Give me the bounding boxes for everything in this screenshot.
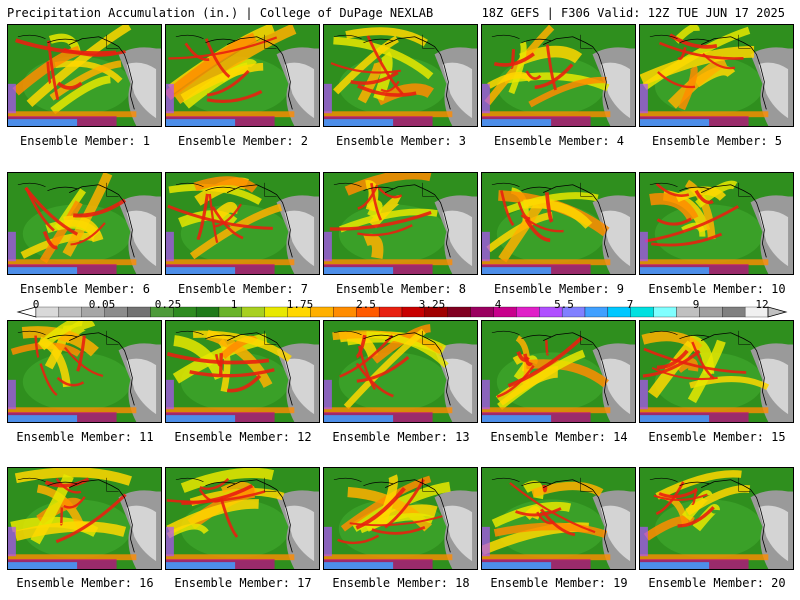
ensemble-member-label: Ensemble Member: 13 <box>332 430 470 444</box>
colorbar-tick-label: 4 <box>494 298 502 311</box>
ensemble-member-label: Ensemble Member: 4 <box>493 134 625 148</box>
ensemble-map-panel <box>323 320 478 423</box>
ensemble-member-label: Ensemble Member: 5 <box>651 134 783 148</box>
colorbar-tick-label: 1.75 <box>286 298 314 311</box>
colorbar-tick-label: 0.05 <box>88 298 116 311</box>
colorbar-tick-label: 0.25 <box>154 298 182 311</box>
ensemble-map-panel <box>323 172 478 275</box>
colorbar-tick-label: 5.5 <box>554 298 574 311</box>
ensemble-member-label: Ensemble Member: 1 <box>19 134 151 148</box>
ensemble-map-panel <box>7 172 162 275</box>
ensemble-map-panel <box>165 320 320 423</box>
ensemble-member-label: Ensemble Member: 11 <box>16 430 154 444</box>
ensemble-member-label: Ensemble Member: 20 <box>648 576 786 590</box>
colorbar <box>16 306 788 318</box>
header-title: Precipitation Accumulation (in.) | Colle… <box>7 6 434 20</box>
colorbar-tick-label: 12 <box>755 298 769 311</box>
colorbar-tick-label: 2.5 <box>356 298 376 311</box>
ensemble-member-label: Ensemble Member: 3 <box>335 134 467 148</box>
ensemble-map-panel <box>481 320 636 423</box>
ensemble-member-label: Ensemble Member: 12 <box>174 430 312 444</box>
colorbar-tick-label: 0 <box>32 298 40 311</box>
ensemble-member-label: Ensemble Member: 19 <box>490 576 628 590</box>
ensemble-member-label: Ensemble Member: 17 <box>174 576 312 590</box>
ensemble-member-label: Ensemble Member: 8 <box>335 282 467 296</box>
colorbar-tick-label: 7 <box>626 298 634 311</box>
ensemble-member-label: Ensemble Member: 18 <box>332 576 470 590</box>
header-run-info: 18Z GEFS | F306 Valid: 12Z TUE JUN 17 20… <box>481 6 785 20</box>
ensemble-map-panel <box>323 467 478 570</box>
ensemble-map-panel <box>639 320 794 423</box>
ensemble-member-label: Ensemble Member: 2 <box>177 134 309 148</box>
ensemble-member-label: Ensemble Member: 16 <box>16 576 154 590</box>
ensemble-map-panel <box>165 172 320 275</box>
ensemble-map-panel <box>639 467 794 570</box>
ensemble-map-panel <box>639 172 794 275</box>
ensemble-member-label: Ensemble Member: 6 <box>19 282 151 296</box>
ensemble-member-label: Ensemble Member: 10 <box>648 282 786 296</box>
ensemble-member-label: Ensemble Member: 15 <box>648 430 786 444</box>
ensemble-member-label: Ensemble Member: 9 <box>493 282 625 296</box>
ensemble-map-panel <box>7 320 162 423</box>
ensemble-map-panel <box>165 24 320 127</box>
ensemble-map-panel <box>323 24 478 127</box>
colorbar-tick-label: 3.25 <box>418 298 446 311</box>
colorbar-tick-label: 9 <box>692 298 700 311</box>
ensemble-map-panel <box>165 467 320 570</box>
ensemble-map-panel <box>481 172 636 275</box>
ensemble-map-panel <box>639 24 794 127</box>
colorbar-tick-label: 1 <box>230 298 238 311</box>
ensemble-member-label: Ensemble Member: 14 <box>490 430 628 444</box>
ensemble-member-label: Ensemble Member: 7 <box>177 282 309 296</box>
ensemble-map-panel <box>481 467 636 570</box>
ensemble-map-panel <box>481 24 636 127</box>
ensemble-map-panel <box>7 467 162 570</box>
ensemble-map-panel <box>7 24 162 127</box>
